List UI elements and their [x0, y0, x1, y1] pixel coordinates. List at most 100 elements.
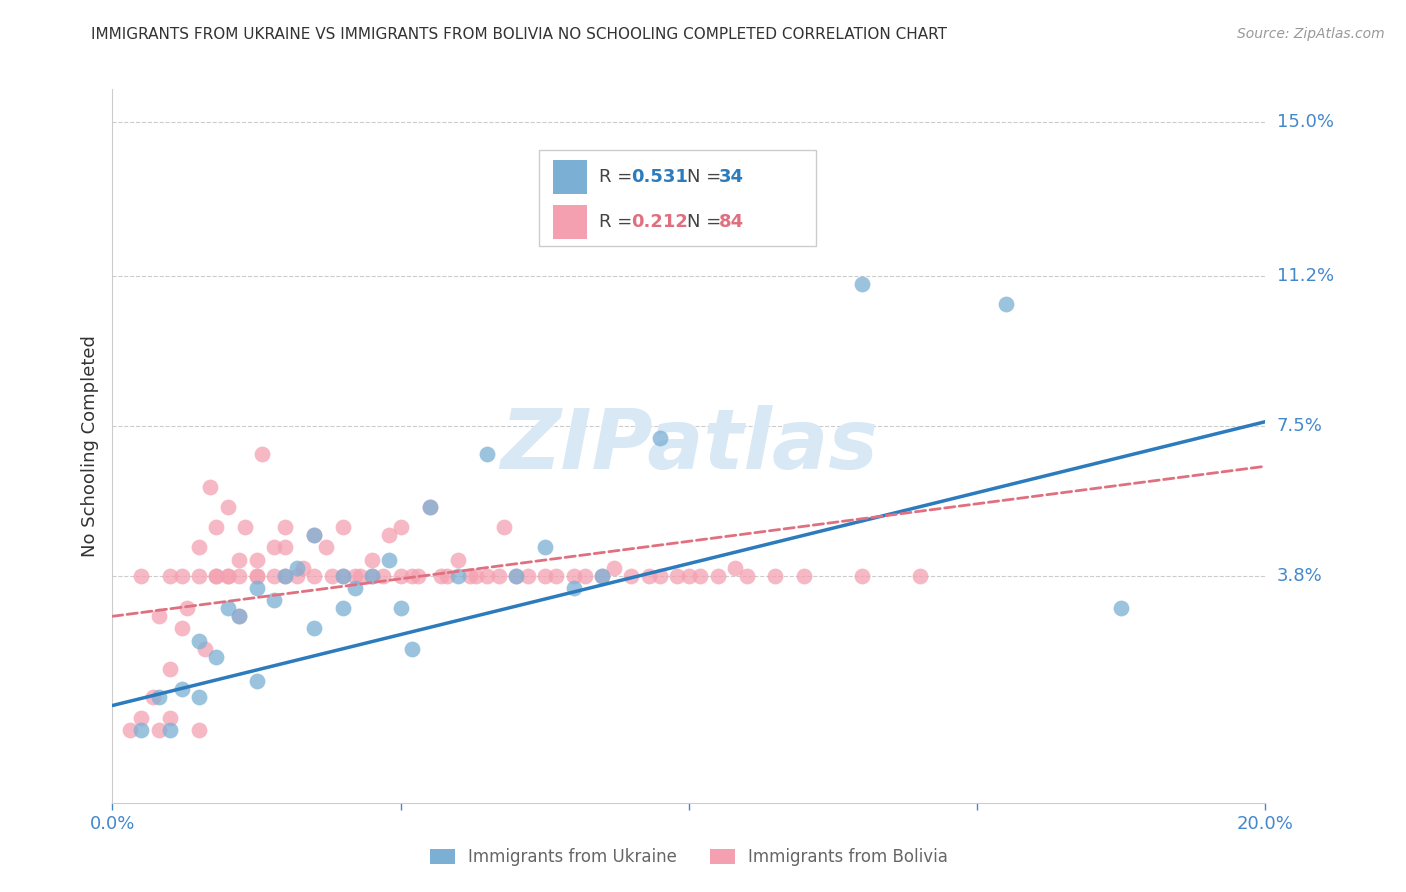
- Point: [246, 568, 269, 582]
- Point: [246, 674, 269, 689]
- Point: [574, 568, 596, 582]
- Point: [176, 601, 198, 615]
- Point: [562, 568, 585, 582]
- Point: [148, 690, 170, 705]
- Point: [194, 641, 217, 656]
- Point: [217, 601, 239, 615]
- Y-axis label: No Schooling Completed: No Schooling Completed: [80, 335, 98, 557]
- Point: [401, 641, 423, 656]
- Text: 3.8%: 3.8%: [1277, 566, 1322, 585]
- Point: [205, 568, 228, 582]
- Point: [304, 568, 326, 582]
- Point: [332, 520, 354, 534]
- Point: [129, 723, 153, 737]
- Point: [205, 520, 228, 534]
- Point: [205, 649, 228, 664]
- Point: [217, 500, 239, 514]
- Text: ZIPatlas: ZIPatlas: [501, 406, 877, 486]
- Point: [389, 520, 412, 534]
- Point: [378, 552, 401, 566]
- Text: R =: R =: [599, 213, 638, 231]
- Point: [263, 593, 285, 607]
- Point: [689, 568, 711, 582]
- FancyBboxPatch shape: [553, 160, 588, 194]
- Point: [678, 568, 700, 582]
- Text: 0.531: 0.531: [631, 168, 688, 186]
- Point: [592, 568, 614, 582]
- Text: Source: ZipAtlas.com: Source: ZipAtlas.com: [1237, 27, 1385, 41]
- Text: R =: R =: [599, 168, 638, 186]
- Point: [217, 568, 239, 582]
- FancyBboxPatch shape: [538, 150, 815, 246]
- Point: [228, 568, 250, 582]
- Point: [343, 581, 366, 595]
- Point: [546, 568, 568, 582]
- Point: [562, 581, 585, 595]
- Text: IMMIGRANTS FROM UKRAINE VS IMMIGRANTS FROM BOLIVIA NO SCHOOLING COMPLETED CORREL: IMMIGRANTS FROM UKRAINE VS IMMIGRANTS FR…: [91, 27, 948, 42]
- Point: [332, 601, 354, 615]
- Point: [373, 568, 395, 582]
- Point: [707, 568, 730, 582]
- Point: [200, 479, 222, 493]
- Point: [447, 568, 470, 582]
- Point: [389, 601, 412, 615]
- Point: [534, 568, 557, 582]
- Point: [217, 568, 239, 582]
- Point: [475, 568, 499, 582]
- Point: [534, 541, 557, 555]
- FancyBboxPatch shape: [553, 205, 588, 239]
- Point: [263, 568, 285, 582]
- Point: [129, 711, 153, 725]
- Point: [360, 568, 382, 582]
- Text: N =: N =: [686, 168, 727, 186]
- Point: [321, 568, 343, 582]
- Point: [765, 568, 787, 582]
- Point: [188, 723, 211, 737]
- Point: [246, 568, 269, 582]
- Point: [246, 581, 269, 595]
- Point: [274, 541, 297, 555]
- Point: [148, 609, 170, 624]
- Point: [129, 568, 153, 582]
- Point: [170, 622, 193, 636]
- Point: [285, 560, 308, 574]
- Point: [159, 723, 181, 737]
- Point: [666, 568, 689, 582]
- Point: [246, 552, 269, 566]
- Point: [360, 568, 382, 582]
- Point: [188, 541, 211, 555]
- Text: N =: N =: [686, 213, 727, 231]
- Point: [263, 541, 285, 555]
- Point: [274, 568, 297, 582]
- Point: [274, 568, 297, 582]
- Point: [603, 560, 626, 574]
- Point: [447, 552, 470, 566]
- Point: [304, 528, 326, 542]
- Point: [430, 568, 453, 582]
- Point: [620, 568, 643, 582]
- Point: [228, 609, 250, 624]
- Point: [908, 568, 931, 582]
- Point: [349, 568, 371, 582]
- Point: [228, 609, 250, 624]
- Point: [332, 568, 354, 582]
- Point: [851, 568, 873, 582]
- Point: [170, 568, 193, 582]
- Point: [118, 723, 141, 737]
- Point: [188, 568, 211, 582]
- Point: [285, 568, 308, 582]
- Point: [793, 568, 815, 582]
- Point: [995, 297, 1018, 311]
- Point: [360, 552, 382, 566]
- Point: [378, 528, 401, 542]
- Point: [159, 711, 181, 725]
- Point: [142, 690, 165, 705]
- Point: [637, 568, 659, 582]
- Point: [401, 568, 423, 582]
- Point: [406, 568, 429, 582]
- Point: [494, 520, 516, 534]
- Point: [458, 568, 481, 582]
- Point: [233, 520, 256, 534]
- Point: [304, 528, 326, 542]
- Point: [274, 520, 297, 534]
